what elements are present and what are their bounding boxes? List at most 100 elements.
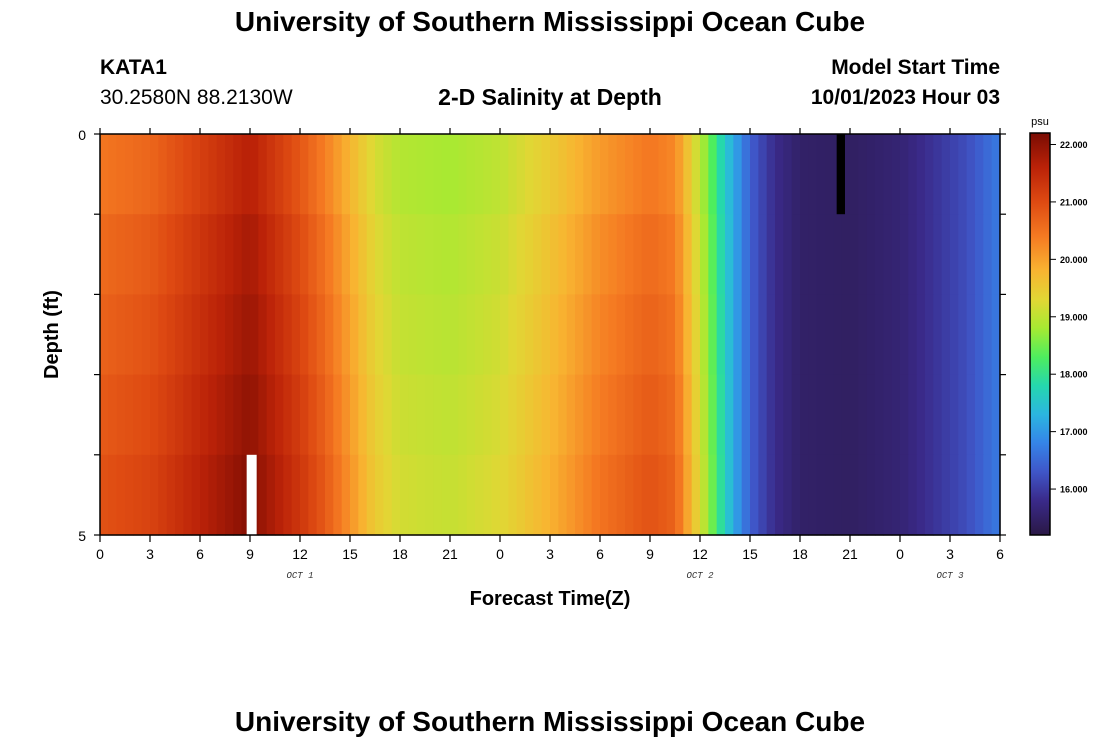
heatmap-cell	[666, 294, 676, 376]
heatmap-cell	[816, 134, 826, 215]
heatmap-cell	[350, 214, 359, 295]
heatmap-cell	[650, 214, 659, 295]
heatmap-cell	[641, 454, 651, 536]
heatmap-cell	[966, 134, 976, 215]
heatmap-cell	[283, 134, 293, 215]
heatmap-cell	[683, 294, 693, 376]
heatmap-cell	[508, 214, 518, 295]
heatmap-cell	[241, 454, 251, 536]
heatmap-cell	[866, 134, 876, 215]
heatmap-cell	[825, 374, 834, 456]
heatmap-cell	[625, 134, 634, 215]
heatmap-cell	[225, 454, 234, 536]
heatmap-cell	[383, 214, 393, 295]
heatmap-cell	[350, 454, 359, 536]
heatmap-cell	[741, 294, 751, 376]
heatmap-cell	[900, 454, 909, 536]
heatmap-cell	[783, 374, 793, 456]
heatmap-cell	[550, 214, 559, 295]
heatmap-cell	[866, 374, 876, 456]
heatmap-cell	[500, 374, 509, 456]
heatmap-cell	[616, 374, 626, 456]
heatmap-cell	[966, 214, 976, 295]
heatmap-cell	[858, 134, 868, 215]
colorbar-unit: psu	[1031, 116, 1049, 128]
heatmap-cell	[725, 454, 734, 536]
heatmap-cell	[300, 134, 309, 215]
heatmap-cell	[541, 374, 551, 456]
heatmap-cell	[975, 454, 984, 536]
heatmap-cell	[425, 134, 434, 215]
heatmap-cell	[391, 454, 401, 536]
heatmap-cell	[250, 294, 259, 376]
heatmap-cell	[341, 294, 351, 376]
heatmap-cell	[158, 454, 168, 536]
heatmap-cell	[433, 214, 443, 295]
heatmap-cell	[658, 134, 668, 215]
heatmap-cell	[191, 294, 201, 376]
heatmap-cell	[591, 134, 601, 215]
heatmap-cell	[883, 214, 893, 295]
heatmap-cell	[983, 134, 993, 215]
heatmap-cell	[991, 134, 1001, 215]
heatmap-cell	[691, 214, 701, 295]
heatmap-cell	[966, 294, 976, 376]
heatmap-cell	[833, 294, 843, 376]
heatmap-cell	[608, 374, 618, 456]
heatmap-cell	[866, 214, 876, 295]
station-id: KATA1	[100, 56, 167, 79]
heatmap-cell	[283, 214, 293, 295]
heatmap-cell	[141, 294, 151, 376]
heatmap-cell	[200, 374, 209, 456]
heatmap-cell	[358, 214, 368, 295]
heatmap-cell	[216, 454, 226, 536]
heatmap-cell	[633, 214, 643, 295]
heatmap-cell	[750, 294, 759, 376]
heatmap-cell	[500, 294, 509, 376]
heatmap-cell	[291, 374, 301, 456]
heatmap-cell	[858, 374, 868, 456]
heatmap-cell	[416, 454, 426, 536]
heatmap-cell	[141, 374, 151, 456]
heatmap-cell	[200, 214, 209, 295]
heatmap-cell	[300, 214, 309, 295]
heatmap-cell	[700, 214, 709, 295]
heatmap-cell	[925, 454, 934, 536]
heatmap-cell	[600, 214, 609, 295]
heatmap-cell	[908, 214, 918, 295]
heatmap-cell	[308, 294, 318, 376]
heatmap-cell	[266, 374, 276, 456]
colorbar-tick-label: 21.000	[1060, 197, 1088, 207]
heatmap-cell	[766, 374, 776, 456]
heatmap-cell	[591, 374, 601, 456]
heatmap-cell	[375, 454, 384, 536]
heatmap-cell	[716, 454, 726, 536]
heatmap-cell	[533, 294, 543, 376]
colorbar-tick-label: 22.000	[1060, 140, 1088, 150]
heatmap-cell	[483, 294, 493, 376]
heatmap-cell	[650, 374, 659, 456]
heatmap-cell	[383, 454, 393, 536]
heatmap-cell	[725, 374, 734, 456]
heatmap-cell	[666, 454, 676, 536]
heatmap-cell	[491, 134, 501, 215]
heatmap-cell	[133, 374, 143, 456]
heatmap-cell	[141, 214, 151, 295]
heatmap-cell	[433, 134, 443, 215]
heatmap-cell	[575, 294, 584, 376]
heatmap-cell	[216, 214, 226, 295]
heatmap-cell	[958, 294, 968, 376]
heatmap-cell	[875, 134, 884, 215]
heatmap-cell	[875, 454, 884, 536]
heatmap-cell	[766, 214, 776, 295]
heatmap-cell	[316, 134, 326, 215]
heatmap-cell	[525, 214, 534, 295]
heatmap-cell	[975, 374, 984, 456]
heatmap-cell	[708, 294, 718, 376]
heatmap-cell	[558, 134, 568, 215]
heatmap-cell	[583, 454, 593, 536]
heatmap-cell	[850, 214, 859, 295]
salinity-heatmap-chart: 0 3 6 9 12 15 18 21 0 3 6 9 12 15 18 21 0 3 6 OCT 1 OCT 2 OCT…	[41, 116, 1088, 610]
heatmap-cell	[316, 454, 326, 536]
heatmap-cell	[625, 294, 634, 376]
